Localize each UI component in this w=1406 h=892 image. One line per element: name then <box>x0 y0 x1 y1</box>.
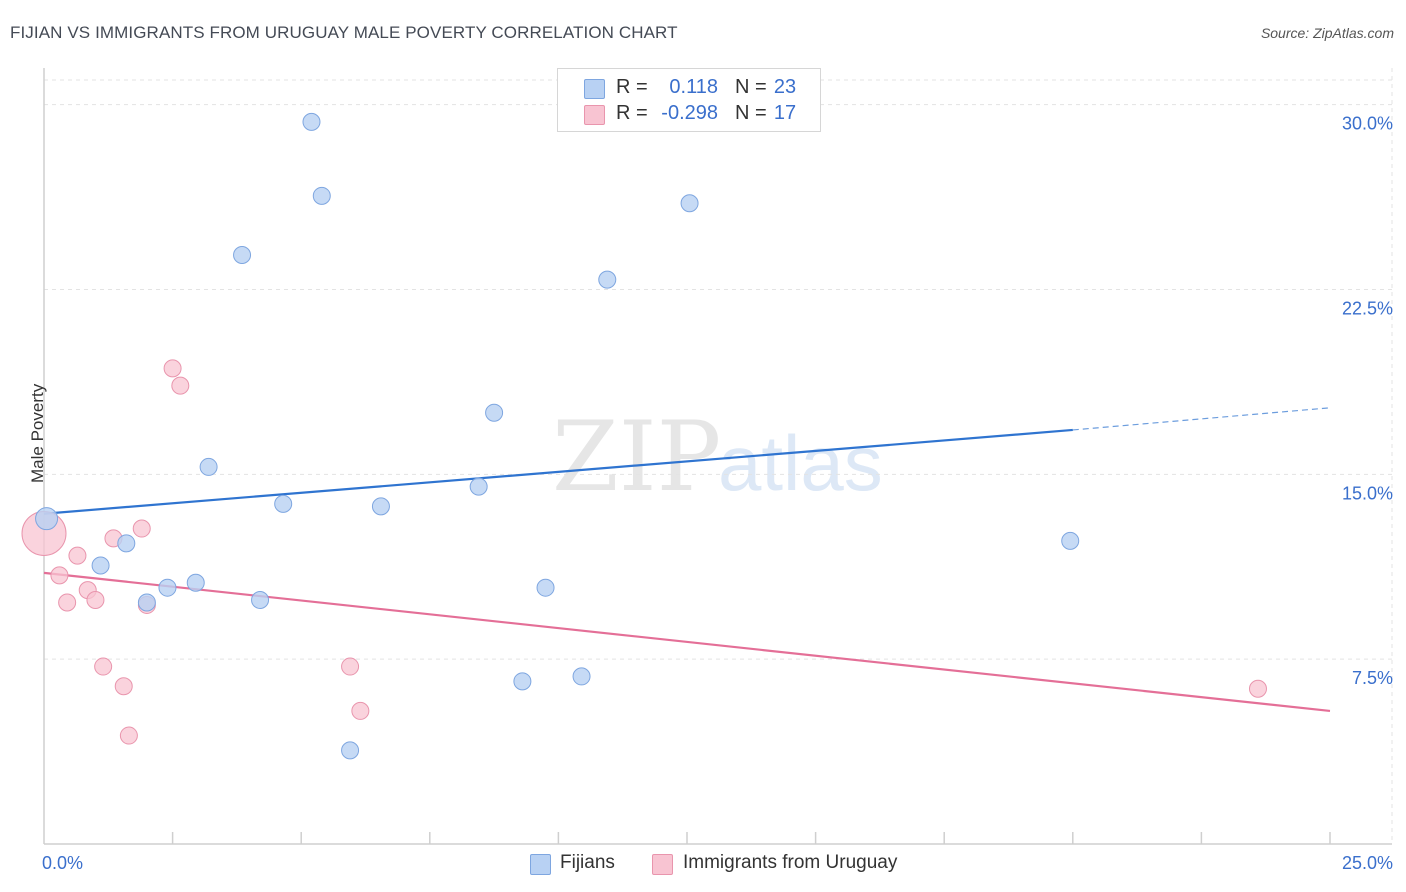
fijians-point <box>680 194 699 213</box>
watermark-zip: ZIP <box>552 401 721 513</box>
legend-row-uruguay: R = -0.298 N = 17 <box>558 100 820 128</box>
fijians-point <box>158 578 177 597</box>
watermark: ZIP atlas <box>552 401 883 513</box>
legend-n-label: N = <box>735 76 767 98</box>
fijians-point <box>598 270 617 289</box>
legend-r-value-uruguay: -0.298 <box>661 102 718 124</box>
uruguay-point <box>114 677 133 696</box>
watermark-atlas: atlas <box>718 419 883 507</box>
uruguay-trend-line <box>43 571 1331 713</box>
uruguay-point <box>1248 679 1267 698</box>
bottom-legend-label-uruguay: Immigrants from Uruguay <box>683 852 898 873</box>
uruguay-point <box>163 359 182 378</box>
uruguay-point <box>68 546 87 565</box>
fijians-point <box>312 186 331 205</box>
legend-r-label: R = <box>616 76 648 98</box>
fijians-point <box>536 578 555 597</box>
x-tick-label: 0.0% <box>42 853 83 873</box>
fijians-point <box>35 507 59 531</box>
fijians-point <box>137 593 156 612</box>
fijians-point <box>186 573 205 592</box>
uruguay-point <box>86 591 105 610</box>
uruguay-point <box>351 701 370 720</box>
y-tick-label: 15.0% <box>1342 483 1393 503</box>
bottom-legend-swatch-fijians <box>530 854 551 875</box>
fijians-trend-extension <box>1072 407 1331 431</box>
chart-title: FIJIAN VS IMMIGRANTS FROM URUGUAY MALE P… <box>10 23 678 42</box>
bottom-legend-label-fijians: Fijians <box>560 852 615 873</box>
legend-n-label: N = <box>735 102 767 124</box>
uruguay-point <box>50 566 69 585</box>
y-tick-label: 30.0% <box>1342 114 1393 134</box>
fijians-point <box>91 556 110 575</box>
uruguay-point <box>119 726 138 745</box>
fijians-point <box>1061 531 1080 550</box>
y-axis-label: Male Poverty <box>28 383 47 483</box>
correlation-legend: R = 0.118 N = 23 R = -0.298 N = 17 <box>557 68 821 132</box>
y-tick-label: 7.5% <box>1352 668 1393 688</box>
legend-n-value-fijians: 23 <box>773 76 797 98</box>
axes <box>43 68 1392 845</box>
legend-r-value-fijians: 0.118 <box>669 76 718 98</box>
data-points <box>21 112 1267 760</box>
fijians-point <box>485 403 504 422</box>
tick-labels: 7.5% 15.0% 22.5% 30.0% 0.0% 25.0% <box>42 114 1393 873</box>
fijians-point <box>371 497 390 516</box>
fijians-point <box>233 245 252 264</box>
y-tick-label: 22.5% <box>1342 298 1393 318</box>
uruguay-point <box>94 657 113 676</box>
source-label: Source: ZipAtlas.com <box>1260 25 1394 41</box>
fijians-trend-line <box>43 428 1073 515</box>
grid-lines <box>44 68 1393 844</box>
uruguay-point <box>341 657 360 676</box>
fijians-point <box>302 112 321 131</box>
fijians-point <box>513 672 532 691</box>
fijians-point <box>274 494 293 513</box>
uruguay-point <box>58 593 77 612</box>
legend-swatch-uruguay <box>584 105 605 125</box>
fijians-point <box>469 477 488 496</box>
uruguay-point <box>171 376 190 395</box>
fijians-point <box>251 591 270 610</box>
bottom-legend-swatch-uruguay <box>652 854 673 875</box>
legend-r-label: R = <box>616 102 648 124</box>
x-tick-label: 25.0% <box>1342 853 1393 873</box>
legend-n-value-uruguay: 17 <box>773 102 797 124</box>
legend-swatch-fijians <box>584 79 605 99</box>
fijians-point <box>572 667 591 686</box>
fijians-point <box>341 741 360 760</box>
uruguay-point <box>132 519 151 538</box>
fijians-point <box>199 457 218 476</box>
fijians-point <box>117 534 136 553</box>
legend-row-fijians: R = 0.118 N = 23 <box>558 74 820 102</box>
